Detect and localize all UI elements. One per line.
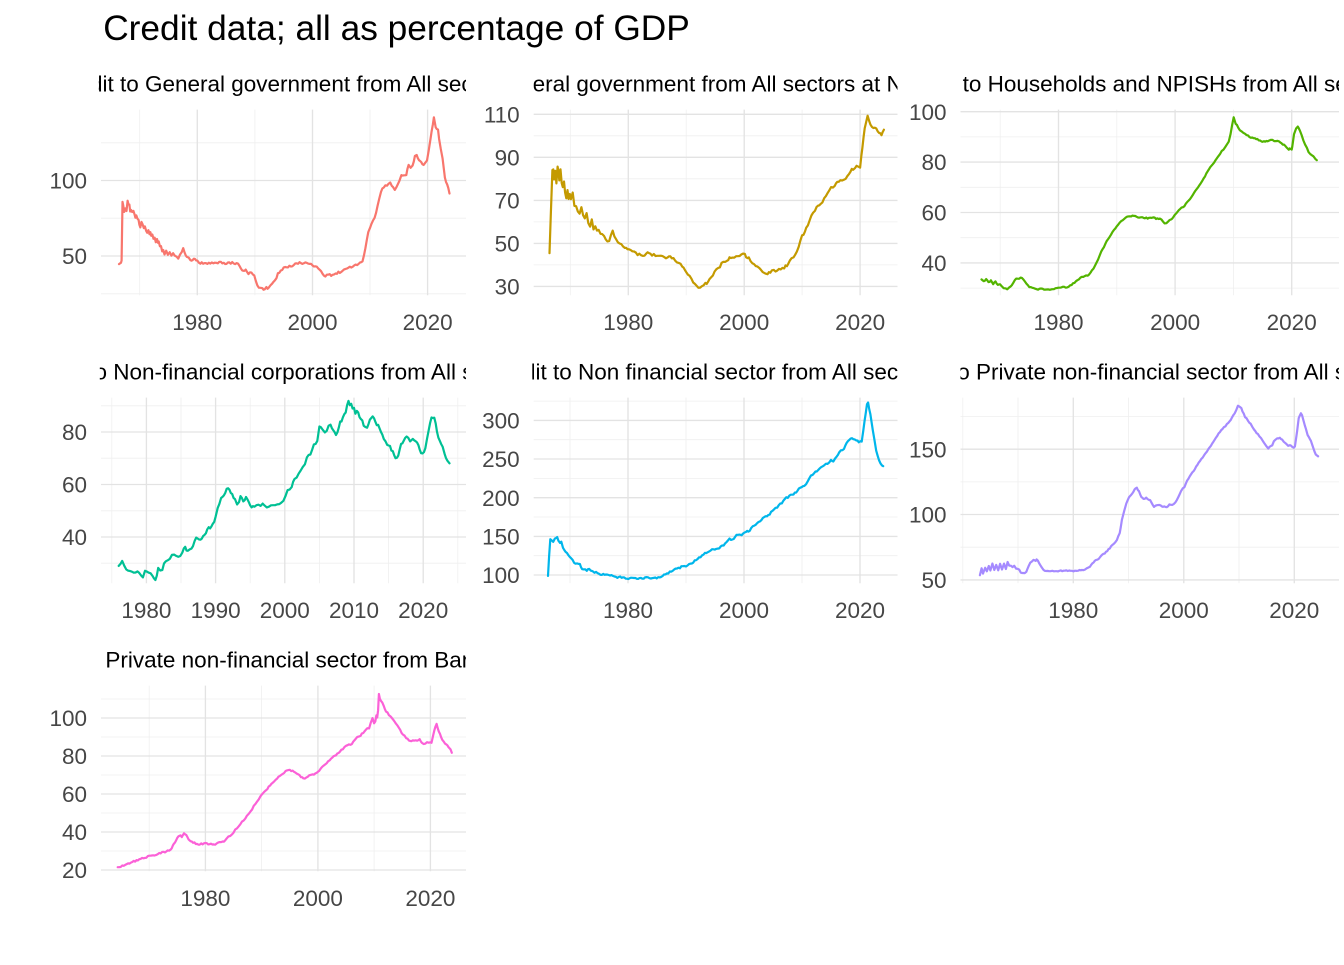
svg-text:2000: 2000	[260, 598, 310, 623]
svg-text:150: 150	[482, 525, 520, 550]
svg-text:Credit to Private non-financia: Credit to Private non-financial sector f…	[885, 360, 1344, 385]
svg-text:1980: 1980	[1048, 598, 1098, 623]
svg-text:2020: 2020	[405, 886, 455, 911]
svg-text:40: 40	[62, 525, 87, 550]
svg-text:Credit to General government f: Credit to General government from All se…	[399, 72, 1029, 97]
svg-text:2020: 2020	[835, 598, 885, 623]
svg-text:2000: 2000	[719, 598, 769, 623]
svg-text:Credit to Households and NPISH: Credit to Households and NPISHs from All…	[896, 72, 1344, 97]
svg-text:50: 50	[921, 568, 946, 593]
svg-text:60: 60	[921, 201, 946, 226]
svg-text:2000: 2000	[1150, 310, 1200, 335]
svg-text:1980: 1980	[603, 598, 653, 623]
svg-text:2020: 2020	[835, 310, 885, 335]
svg-text:2000: 2000	[293, 886, 343, 911]
svg-text:Credit to Non financial sector: Credit to Non financial sector from All …	[487, 360, 1096, 385]
svg-text:100: 100	[49, 706, 87, 731]
svg-text:1980: 1980	[121, 598, 171, 623]
svg-text:150: 150	[909, 437, 947, 462]
svg-text:70: 70	[495, 189, 520, 214]
svg-text:2020: 2020	[398, 598, 448, 623]
svg-text:80: 80	[62, 744, 87, 769]
svg-text:40: 40	[62, 820, 87, 845]
svg-text:2020: 2020	[1267, 310, 1317, 335]
svg-text:90: 90	[495, 145, 520, 170]
svg-text:100: 100	[909, 100, 947, 125]
svg-text:250: 250	[482, 447, 520, 472]
svg-text:60: 60	[62, 473, 87, 498]
svg-text:2000: 2000	[287, 310, 337, 335]
svg-text:40: 40	[921, 251, 946, 276]
svg-text:2020: 2020	[403, 310, 453, 335]
svg-text:2010: 2010	[329, 598, 379, 623]
svg-text:100: 100	[49, 169, 87, 194]
svg-text:1980: 1980	[180, 886, 230, 911]
svg-text:300: 300	[482, 409, 520, 434]
svg-text:Private non-financial sector f: Private non-financial sector from Banks …	[105, 648, 657, 673]
svg-text:2020: 2020	[1269, 598, 1319, 623]
svg-text:Credit to Non-financial corpor: Credit to Non-financial corporations fro…	[22, 360, 695, 385]
svg-text:Credit data; all as percentage: Credit data; all as percentage of GDP	[103, 9, 690, 48]
svg-text:2000: 2000	[1159, 598, 1209, 623]
svg-text:1980: 1980	[1033, 310, 1083, 335]
svg-text:30: 30	[495, 275, 520, 300]
svg-text:20: 20	[62, 858, 87, 883]
svg-text:1980: 1980	[603, 310, 653, 335]
svg-text:Credit to General government f: Credit to General government from All se…	[54, 72, 671, 97]
svg-text:200: 200	[482, 486, 520, 511]
svg-text:110: 110	[484, 102, 520, 127]
svg-text:50: 50	[495, 232, 520, 257]
svg-text:100: 100	[482, 563, 520, 588]
svg-text:1990: 1990	[191, 598, 241, 623]
svg-text:60: 60	[62, 782, 87, 807]
svg-text:80: 80	[62, 420, 87, 445]
svg-text:1980: 1980	[172, 310, 222, 335]
svg-text:100: 100	[909, 503, 947, 528]
svg-text:50: 50	[62, 244, 87, 269]
svg-text:80: 80	[921, 150, 946, 175]
svg-text:2000: 2000	[719, 310, 769, 335]
